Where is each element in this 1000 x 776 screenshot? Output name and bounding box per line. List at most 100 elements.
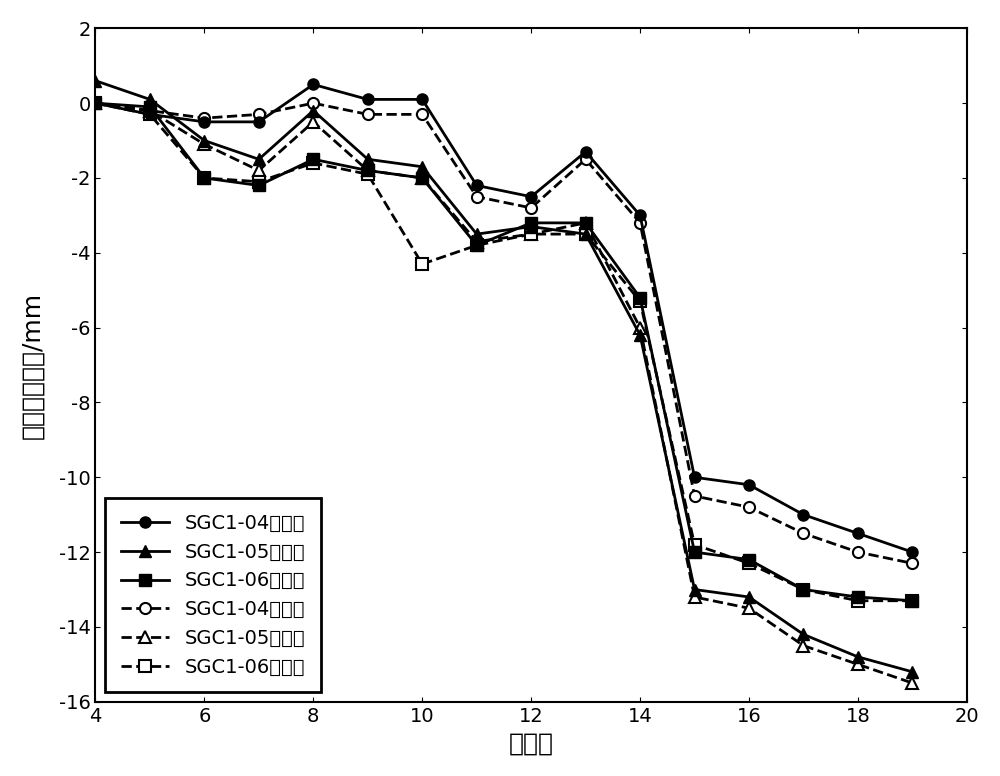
SGC1-04预测值 xyxy=(852,547,864,556)
SGC1-05预测值 xyxy=(852,660,864,669)
SGC1-06监测值 xyxy=(797,585,809,594)
SGC1-06监测值 xyxy=(89,99,101,108)
X-axis label: 施工步: 施工步 xyxy=(509,731,554,755)
SGC1-06监测值 xyxy=(743,555,755,564)
SGC1-06预测值 xyxy=(144,109,156,119)
SGC1-05监测值 xyxy=(198,136,210,145)
SGC1-06预测值 xyxy=(198,173,210,182)
SGC1-06预测值 xyxy=(852,596,864,605)
SGC1-06预测值 xyxy=(416,259,428,268)
SGC1-05预测值 xyxy=(906,678,918,688)
SGC1-06监测值 xyxy=(362,166,374,175)
SGC1-05预测值 xyxy=(307,117,319,126)
SGC1-04监测值 xyxy=(689,473,701,482)
SGC1-06预测值 xyxy=(906,596,918,605)
SGC1-06监测值 xyxy=(471,241,483,250)
SGC1-04预测值 xyxy=(416,109,428,119)
SGC1-06监测值 xyxy=(525,218,537,227)
SGC1-06预测值 xyxy=(797,585,809,594)
SGC1-05监测值 xyxy=(525,222,537,231)
SGC1-05监测值 xyxy=(362,154,374,164)
SGC1-04预测值 xyxy=(797,528,809,538)
SGC1-05预测值 xyxy=(253,166,265,175)
SGC1-04监测值 xyxy=(253,117,265,126)
SGC1-04预测值 xyxy=(198,113,210,123)
SGC1-05预测值 xyxy=(362,166,374,175)
SGC1-06预测值 xyxy=(307,158,319,168)
SGC1-06预测值 xyxy=(689,540,701,549)
Line: SGC1-06预测值: SGC1-06预测值 xyxy=(90,98,918,606)
Line: SGC1-04预测值: SGC1-04预测值 xyxy=(90,98,918,569)
SGC1-06预测值 xyxy=(362,170,374,179)
SGC1-04监测值 xyxy=(362,95,374,104)
SGC1-05监测值 xyxy=(634,331,646,340)
SGC1-05监测值 xyxy=(852,652,864,661)
SGC1-04预测值 xyxy=(144,106,156,116)
SGC1-04预测值 xyxy=(906,559,918,568)
SGC1-05监测值 xyxy=(797,630,809,639)
SGC1-06预测值 xyxy=(253,177,265,186)
SGC1-04预测值 xyxy=(525,203,537,213)
SGC1-04预测值 xyxy=(307,99,319,108)
SGC1-04监测值 xyxy=(144,109,156,119)
SGC1-04监测值 xyxy=(580,147,592,157)
Legend: SGC1-04监测值, SGC1-05监测值, SGC1-06监测值, SGC1-04预测值, SGC1-05预测值, SGC1-06预测值: SGC1-04监测值, SGC1-05监测值, SGC1-06监测值, SGC1… xyxy=(105,498,321,692)
SGC1-04监测值 xyxy=(525,192,537,201)
Line: SGC1-05预测值: SGC1-05预测值 xyxy=(90,98,918,688)
SGC1-05预测值 xyxy=(797,641,809,650)
SGC1-06监测值 xyxy=(634,293,646,303)
SGC1-04监测值 xyxy=(89,99,101,108)
SGC1-06监测值 xyxy=(852,592,864,601)
SGC1-04监测值 xyxy=(906,547,918,556)
SGC1-06监测值 xyxy=(253,181,265,190)
Line: SGC1-04监测值: SGC1-04监测值 xyxy=(90,79,918,558)
Y-axis label: 路基索向变形/mm: 路基索向变形/mm xyxy=(21,292,45,438)
SGC1-04监测值 xyxy=(634,211,646,220)
SGC1-06预测值 xyxy=(743,559,755,568)
SGC1-05监测值 xyxy=(144,95,156,104)
SGC1-05监测值 xyxy=(743,592,755,601)
SGC1-04监测值 xyxy=(471,181,483,190)
SGC1-05预测值 xyxy=(144,106,156,116)
SGC1-05预测值 xyxy=(580,218,592,227)
SGC1-05预测值 xyxy=(471,237,483,246)
SGC1-04监测值 xyxy=(743,480,755,490)
SGC1-04预测值 xyxy=(471,192,483,201)
SGC1-05监测值 xyxy=(416,162,428,171)
SGC1-04预测值 xyxy=(89,99,101,108)
SGC1-06监测值 xyxy=(416,173,428,182)
SGC1-06监测值 xyxy=(144,102,156,112)
SGC1-05监测值 xyxy=(471,230,483,239)
SGC1-06监测值 xyxy=(307,154,319,164)
SGC1-04预测值 xyxy=(362,109,374,119)
SGC1-04预测值 xyxy=(634,218,646,227)
SGC1-05预测值 xyxy=(416,173,428,182)
SGC1-04监测值 xyxy=(198,117,210,126)
SGC1-06预测值 xyxy=(525,230,537,239)
SGC1-06监测值 xyxy=(198,173,210,182)
SGC1-04监测值 xyxy=(416,95,428,104)
SGC1-05预测值 xyxy=(634,323,646,332)
SGC1-05监测值 xyxy=(307,106,319,116)
SGC1-05监测值 xyxy=(89,76,101,85)
SGC1-05预测值 xyxy=(743,604,755,613)
SGC1-05预测值 xyxy=(525,230,537,239)
SGC1-04监测值 xyxy=(307,80,319,89)
SGC1-06预测值 xyxy=(89,99,101,108)
SGC1-05监测值 xyxy=(253,154,265,164)
SGC1-04监测值 xyxy=(852,528,864,538)
SGC1-05监测值 xyxy=(580,230,592,239)
Line: SGC1-05监测值: SGC1-05监测值 xyxy=(90,75,918,677)
SGC1-04监测值 xyxy=(797,510,809,519)
SGC1-05监测值 xyxy=(906,667,918,677)
SGC1-04预测值 xyxy=(743,503,755,512)
SGC1-04预测值 xyxy=(253,109,265,119)
SGC1-04预测值 xyxy=(689,491,701,501)
Line: SGC1-06监测值: SGC1-06监测值 xyxy=(90,98,918,606)
SGC1-06预测值 xyxy=(634,296,646,306)
SGC1-06监测值 xyxy=(689,547,701,556)
SGC1-06预测值 xyxy=(580,230,592,239)
SGC1-06监测值 xyxy=(580,218,592,227)
SGC1-05监测值 xyxy=(689,585,701,594)
SGC1-06监测值 xyxy=(906,596,918,605)
